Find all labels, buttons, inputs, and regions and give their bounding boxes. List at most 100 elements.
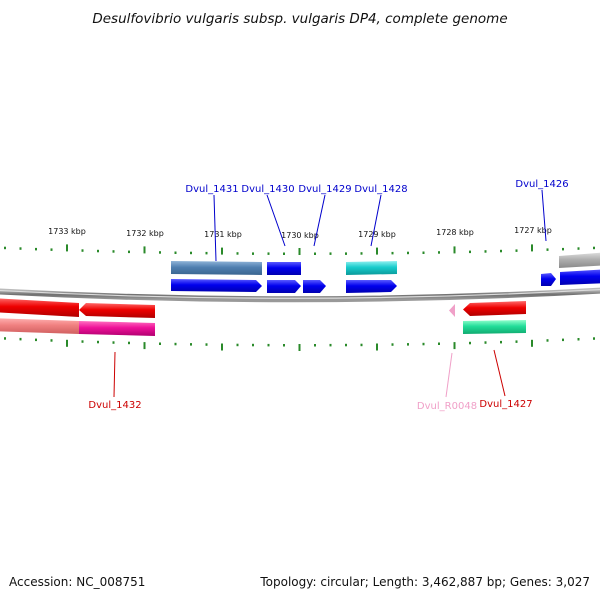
scale-minor-tick	[469, 250, 471, 254]
scale-major-tick	[453, 246, 456, 254]
scale-minor-tick	[128, 250, 130, 254]
scale-label-1730: 1730 kbp	[281, 231, 319, 240]
gene-label-dvul-1429[interactable]: Dvul_1429	[298, 184, 351, 195]
leader-dvul-1428	[370, 194, 382, 247]
gene-arrow-dvul-1432[interactable]	[79, 303, 155, 318]
scale-minor-tick	[190, 251, 192, 255]
scale-minor-tick	[205, 343, 208, 346]
reverse-strand-arrows	[0, 298, 526, 318]
scale-minor-tick	[500, 249, 502, 253]
scale-minor-tick	[577, 247, 580, 250]
scale-label-1729: 1729 kbp	[358, 230, 396, 239]
scale-minor-tick	[329, 343, 332, 347]
outer-scale-ticks	[4, 244, 595, 255]
scale-minor-tick	[267, 252, 270, 255]
gene-label-dvul-1428[interactable]: Dvul_1428	[354, 184, 407, 195]
map-title: Desulfovibrio vulgaris subsp. vulgaris D…	[92, 11, 507, 27]
gene-block-dvul-1428-outer[interactable]	[346, 261, 397, 275]
gene-label-dvul-1432[interactable]: Dvul_1432	[88, 400, 141, 411]
gene-block-left-pink[interactable]	[0, 318, 79, 334]
scale-major-tick	[531, 244, 533, 252]
scale-label-1727: 1727 kbp	[514, 226, 552, 235]
genome-summary-text: Topology: circular; Length: 3,462,887 bp…	[259, 575, 590, 589]
leader-dvul-1430	[266, 194, 286, 247]
scale-minor-tick	[19, 247, 22, 250]
scale-minor-tick	[391, 343, 394, 346]
scale-label-1728: 1728 kbp	[436, 228, 474, 237]
scale-minor-tick	[515, 340, 518, 343]
gene-block-right-gray[interactable]	[559, 252, 600, 268]
scale-label-1731: 1731 kbp	[204, 230, 242, 239]
scale-minor-tick	[360, 252, 363, 255]
gene-arrow-left-red[interactable]	[0, 298, 79, 317]
scale-minor-tick	[407, 343, 409, 346]
scale-minor-tick	[407, 251, 409, 255]
scale-minor-tick	[97, 340, 99, 344]
scale-minor-tick	[50, 339, 53, 342]
scale-minor-tick	[236, 343, 239, 347]
scale-minor-tick	[4, 337, 6, 340]
scale-label-1732: 1732 kbp	[126, 229, 164, 238]
leader-dvul-1429	[313, 194, 326, 247]
scale-major-tick	[143, 342, 146, 350]
scale-minor-tick	[562, 338, 564, 342]
scale-minor-tick	[267, 343, 270, 347]
scale-minor-tick	[236, 252, 239, 255]
scale-minor-tick	[174, 342, 177, 346]
scale-major-tick	[66, 244, 68, 252]
scale-minor-tick	[205, 251, 208, 255]
gene-label-dvul-1430[interactable]: Dvul_1430	[241, 184, 294, 195]
genome-backbone	[0, 287, 600, 303]
leader-dvul-1431	[213, 194, 217, 262]
gene-arrow-dvul-1431[interactable]	[171, 279, 262, 292]
gene-arrow-dvul-1427[interactable]	[463, 301, 526, 316]
scale-minor-tick	[345, 252, 347, 255]
scale-major-tick	[66, 339, 68, 347]
scale-minor-tick	[314, 252, 316, 255]
reverse-strand-lower	[0, 318, 526, 336]
gene-arrow-dvul-1426[interactable]	[541, 273, 556, 286]
scale-minor-tick	[283, 252, 285, 255]
gene-label-dvul-1431[interactable]: Dvul_1431	[185, 184, 238, 195]
scale-minor-tick	[593, 246, 595, 250]
gene-arrow-dvul-1428[interactable]	[346, 280, 397, 293]
leader-dvul-1427	[493, 349, 506, 397]
gene-block-dvul-1427-lower[interactable]	[463, 320, 526, 334]
scale-minor-tick	[593, 337, 595, 340]
scale-minor-tick	[19, 337, 22, 341]
gene-arrow-right-blue[interactable]	[560, 269, 600, 285]
forward-strand-arrows	[171, 269, 600, 293]
gene-arrow-dvul-r0048[interactable]	[449, 304, 455, 317]
scale-minor-tick	[345, 343, 347, 347]
scale-minor-tick	[577, 338, 580, 341]
scale-minor-tick	[360, 343, 363, 347]
scale-major-tick	[298, 344, 301, 351]
scale-major-tick	[376, 247, 378, 255]
gene-label-dvul-1427[interactable]: Dvul_1427	[479, 399, 532, 410]
gene-label-dvul-1426[interactable]: Dvul_1426	[515, 179, 568, 190]
scale-minor-tick	[159, 251, 161, 254]
scale-minor-tick	[500, 340, 502, 344]
scale-major-tick	[143, 246, 146, 254]
scale-minor-tick	[50, 248, 53, 251]
gene-label-dvul-r0048[interactable]: Dvul_R0048	[417, 401, 477, 412]
scale-major-tick	[221, 247, 223, 255]
leader-dvul-1432	[113, 351, 116, 398]
scale-minor-tick	[422, 251, 425, 254]
scale-minor-tick	[283, 344, 285, 347]
gene-block-dvul-1431-outer[interactable]	[171, 261, 262, 275]
scale-minor-tick	[81, 340, 84, 343]
scale-major-tick	[531, 339, 533, 347]
scale-minor-tick	[484, 341, 487, 344]
gene-arrow-dvul-1429[interactable]	[303, 280, 326, 293]
gene-block-dvul-1430-outer[interactable]	[267, 262, 301, 275]
accession-text: Accession: NC_008751	[9, 575, 145, 589]
gene-block-dvul-1432-lower[interactable]	[79, 321, 155, 336]
scale-minor-tick	[546, 248, 549, 251]
scale-minor-tick	[97, 249, 99, 253]
scale-minor-tick	[329, 252, 332, 255]
gene-arrow-dvul-1430[interactable]	[267, 280, 301, 293]
forward-strand-upper	[171, 252, 600, 275]
scale-minor-tick	[190, 343, 192, 346]
